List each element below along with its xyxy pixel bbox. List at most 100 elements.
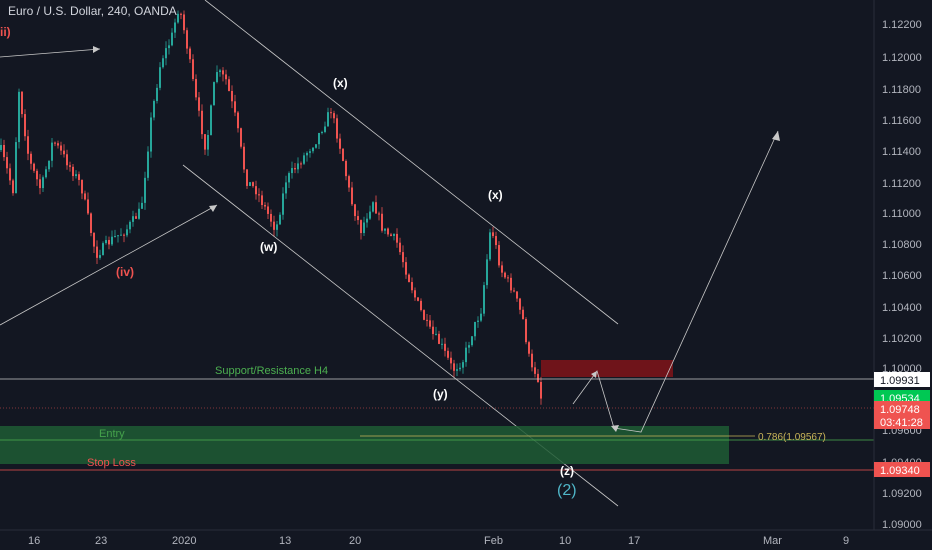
wave-ii-label: ii) <box>0 25 11 39</box>
candle-body <box>120 234 122 236</box>
price-axis-ticks: 1.12200 1.12000 1.11800 1.11600 1.11400 … <box>882 19 922 531</box>
last-price-value: 1.09748 <box>880 404 920 416</box>
candle-body <box>519 298 521 310</box>
candle-body <box>123 234 125 236</box>
candle-body <box>81 179 83 194</box>
candle-body <box>348 176 350 188</box>
candle-body <box>303 155 305 164</box>
candle-body <box>189 48 191 60</box>
price-axis[interactable] <box>874 0 932 550</box>
candle-body <box>21 91 23 115</box>
candle-body <box>162 58 164 68</box>
candle-body <box>510 277 512 291</box>
candle-body <box>36 170 38 180</box>
candle-body <box>213 82 215 106</box>
candle-body <box>288 173 290 183</box>
candle-body <box>336 118 338 139</box>
candle-body <box>474 321 476 337</box>
wave-z-label: (z) <box>560 464 574 478</box>
candle-body <box>357 216 359 221</box>
candle-body <box>114 236 116 238</box>
candle-body <box>459 367 461 370</box>
candle-body <box>363 222 365 234</box>
candle-body <box>219 70 221 73</box>
candle-body <box>57 143 59 146</box>
time-tick: 10 <box>559 535 571 547</box>
price-tick: 1.09000 <box>882 519 922 531</box>
candle-body <box>444 343 446 351</box>
candle-body <box>483 285 485 314</box>
candle-body <box>222 70 224 75</box>
candle-body <box>378 213 380 215</box>
candle-body <box>198 97 200 111</box>
candle-body <box>438 333 440 344</box>
wave-w-label: (w) <box>260 240 277 254</box>
candle-body <box>192 59 194 80</box>
candle-body <box>246 169 248 186</box>
candle-body <box>105 240 107 244</box>
candle-body <box>243 146 245 170</box>
candle-body <box>93 232 95 247</box>
upper-channel-line[interactable] <box>204 0 619 325</box>
candle-body <box>447 350 449 358</box>
candle-body <box>273 221 275 230</box>
resistance-zone[interactable] <box>541 360 673 377</box>
candle-body <box>264 205 266 207</box>
candle-body <box>375 202 377 214</box>
wave-ii-arrow-line[interactable] <box>0 48 101 58</box>
wave-iv-trendline[interactable] <box>0 204 218 326</box>
resistance-price-value: 1.09931 <box>880 375 920 387</box>
price-tick: 1.10800 <box>882 239 922 251</box>
candle-body <box>486 259 488 286</box>
candle-body <box>111 236 113 245</box>
support-resistance-label: Support/Resistance H4 <box>215 365 328 377</box>
time-tick: 13 <box>279 535 291 547</box>
candle-body <box>282 193 284 215</box>
candle-body <box>252 182 254 187</box>
candle-body <box>330 112 332 114</box>
candle-body <box>528 342 530 354</box>
candle-body <box>12 180 14 194</box>
candle-body <box>66 154 68 166</box>
candle-body <box>426 319 428 321</box>
time-tick: 23 <box>95 535 107 547</box>
wave-2-label: (2) <box>557 482 577 499</box>
candle-body <box>429 320 431 327</box>
candle-body <box>441 343 443 345</box>
candle-body <box>522 309 524 320</box>
candle-body <box>300 163 302 165</box>
candle-body <box>321 131 323 133</box>
candle-body <box>366 218 368 223</box>
candle-body <box>171 32 173 46</box>
candle-body <box>297 163 299 170</box>
entry-zone[interactable] <box>0 426 729 464</box>
candle-body <box>33 163 35 171</box>
time-tick: 2020 <box>172 535 196 547</box>
candlesticks <box>0 10 542 405</box>
candle-body <box>60 145 62 151</box>
candle-body <box>255 186 257 195</box>
candle-body <box>324 126 326 132</box>
bar-countdown: 03:41:28 <box>880 417 923 429</box>
candle-body <box>225 74 227 80</box>
candle-body <box>417 297 419 301</box>
candle-body <box>210 105 212 136</box>
candle-body <box>294 168 296 170</box>
fib-label: 0.786(1.09567) <box>758 432 826 443</box>
candle-body <box>39 179 41 189</box>
candle-body <box>537 373 539 383</box>
candle-body <box>501 265 503 273</box>
candle-body <box>318 132 320 145</box>
candle-body <box>342 148 344 161</box>
wave-iv-label: (iv) <box>116 265 134 279</box>
candle-body <box>525 319 527 343</box>
candle-body <box>291 168 293 174</box>
time-axis[interactable] <box>0 530 874 550</box>
candle-body <box>75 174 77 177</box>
candle-body <box>498 245 500 266</box>
candle-body <box>327 112 329 127</box>
wave-x1-label: (x) <box>333 76 348 90</box>
time-tick: 17 <box>628 535 640 547</box>
resistance-price-tag <box>874 372 930 387</box>
